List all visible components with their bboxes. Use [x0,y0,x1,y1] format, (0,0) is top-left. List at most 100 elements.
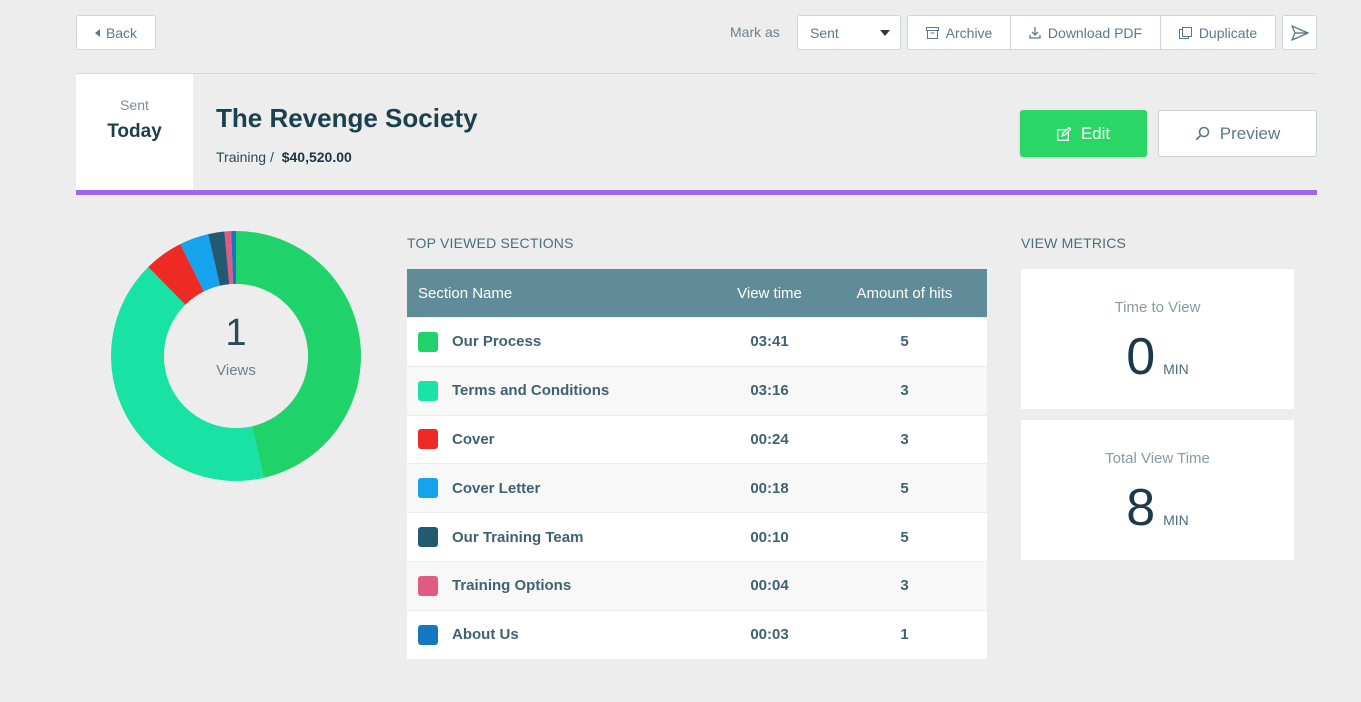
donut-slice [148,244,204,305]
table-row: Cover 00:24 3 [407,414,987,464]
section-name-cell: About Us [407,624,717,645]
document-category: Training / [216,149,274,165]
section-color-swatch [418,380,438,401]
download-pdf-button[interactable]: Download PDF [1011,16,1161,49]
view-metrics-heading: VIEW METRICS [1021,235,1127,251]
views-label: Views [216,362,256,379]
table-header: Section Name View time Amount of hits [407,269,987,317]
sections-table: Section Name View time Amount of hits Ou… [407,269,987,659]
donut-slice [180,234,220,292]
section-name: About Us [452,626,519,644]
section-name-cell: Terms and Conditions [407,380,717,401]
view-time-cell: 00:04 [750,577,789,595]
table-row: Training Options 00:04 3 [407,560,987,610]
duplicate-button[interactable]: Duplicate [1161,16,1275,49]
table-body: Our Process 03:41 5 Terms and Conditions 03:… [407,317,987,659]
table-row: Our Training Team 00:10 5 [407,512,987,561]
time-to-view-unit: MIN [1163,361,1189,377]
hits-cell: 3 [900,430,909,448]
total-view-time-unit: MIN [1163,512,1189,528]
hits-cell: 3 [900,382,909,400]
hits-cell: 1 [900,626,909,644]
total-view-time-label: Total View Time [1105,450,1210,467]
archive-button[interactable]: Archive [908,16,1011,49]
section-name-cell: Our Process [407,331,717,352]
edit-label: Edit [1080,123,1111,143]
chevron-down-icon [880,30,890,36]
section-name: Training Options [452,577,572,595]
download-pdf-label: Download PDF [1047,24,1143,41]
donut-hole [164,284,308,428]
document-subtitle: Training / $40,520.00 [216,149,352,165]
status-select-value: Sent [810,24,839,41]
time-to-view-value: 0 [1126,328,1156,386]
archive-icon [925,26,939,39]
document-amount: $40,520.00 [281,149,352,165]
section-name: Our Training Team [452,528,584,546]
status-select[interactable]: Sent [797,15,901,50]
total-view-time-value: 8 [1126,479,1156,537]
document-header: Sent Today The Revenge Society Training … [76,74,1317,191]
hits-cell: 5 [900,528,909,546]
section-name: Terms and Conditions [452,382,610,400]
view-time-cell: 00:18 [750,479,789,497]
accent-divider [76,190,1317,195]
table-row: Our Process 03:41 5 [407,317,987,366]
duplicate-label: Duplicate [1198,24,1258,41]
view-time-cell: 00:10 [750,528,789,546]
hits-cell: 5 [900,479,909,497]
time-to-view-label: Time to View [1114,299,1201,316]
back-label: Back [105,24,138,41]
column-header-section-name: Section Name [418,284,513,302]
donut-slice [231,231,236,285]
time-to-view-metric: 0 MIN [1021,327,1294,387]
total-view-time-card: Total View Time 8 MIN [1021,420,1294,560]
total-view-time-metric: 8 MIN [1021,478,1294,538]
section-name: Cover Letter [452,479,541,497]
view-time-cell: 00:03 [750,626,789,644]
view-time-cell: 00:24 [750,430,789,448]
views-count: 1 [225,312,247,354]
section-color-swatch [418,575,438,596]
hits-cell: 5 [900,333,909,351]
views-donut-chart [111,231,361,481]
archive-label: Archive [945,24,993,41]
section-color-swatch [418,527,438,548]
section-name-cell: Training Options [407,575,717,596]
search-icon [1195,126,1210,141]
table-row: Terms and Conditions 03:16 3 [407,365,987,415]
mark-as-label: Mark as [730,24,780,40]
table-row: Cover Letter 00:18 5 [407,463,987,513]
duplicate-icon [1178,26,1192,39]
donut-slice [208,231,230,286]
edit-icon [1056,126,1071,141]
back-button[interactable]: Back [76,15,156,50]
section-name-cell: Cover [407,429,717,450]
section-color-swatch [418,624,438,645]
hits-cell: 3 [900,577,909,595]
preview-button[interactable]: Preview [1158,110,1317,157]
caret-left-icon [94,28,100,37]
time-to-view-card: Time to View 0 MIN [1021,269,1294,409]
section-name: Cover [452,430,495,448]
donut-slice [236,231,361,478]
donut-slice [224,231,234,285]
send-button[interactable] [1282,15,1317,50]
table-row: About Us 00:03 1 [407,609,987,659]
column-header-hits: Amount of hits [856,284,953,302]
section-color-swatch [418,331,438,352]
download-icon [1029,26,1041,39]
sent-label: Sent [120,97,149,113]
sent-status-box: Sent Today [76,74,193,191]
column-header-view-time: View time [737,284,802,302]
top-viewed-sections-heading: TOP VIEWED SECTIONS [407,235,574,251]
edit-button[interactable]: Edit [1020,110,1147,157]
toolbar-divider [76,73,1317,74]
section-name: Our Process [452,333,542,351]
document-title: The Revenge Society [216,103,478,133]
donut-slice [111,267,264,481]
action-button-group: Archive Download PDF Duplicate [907,15,1276,50]
section-color-swatch [418,429,438,450]
section-color-swatch [418,478,438,499]
send-icon [1290,24,1309,41]
